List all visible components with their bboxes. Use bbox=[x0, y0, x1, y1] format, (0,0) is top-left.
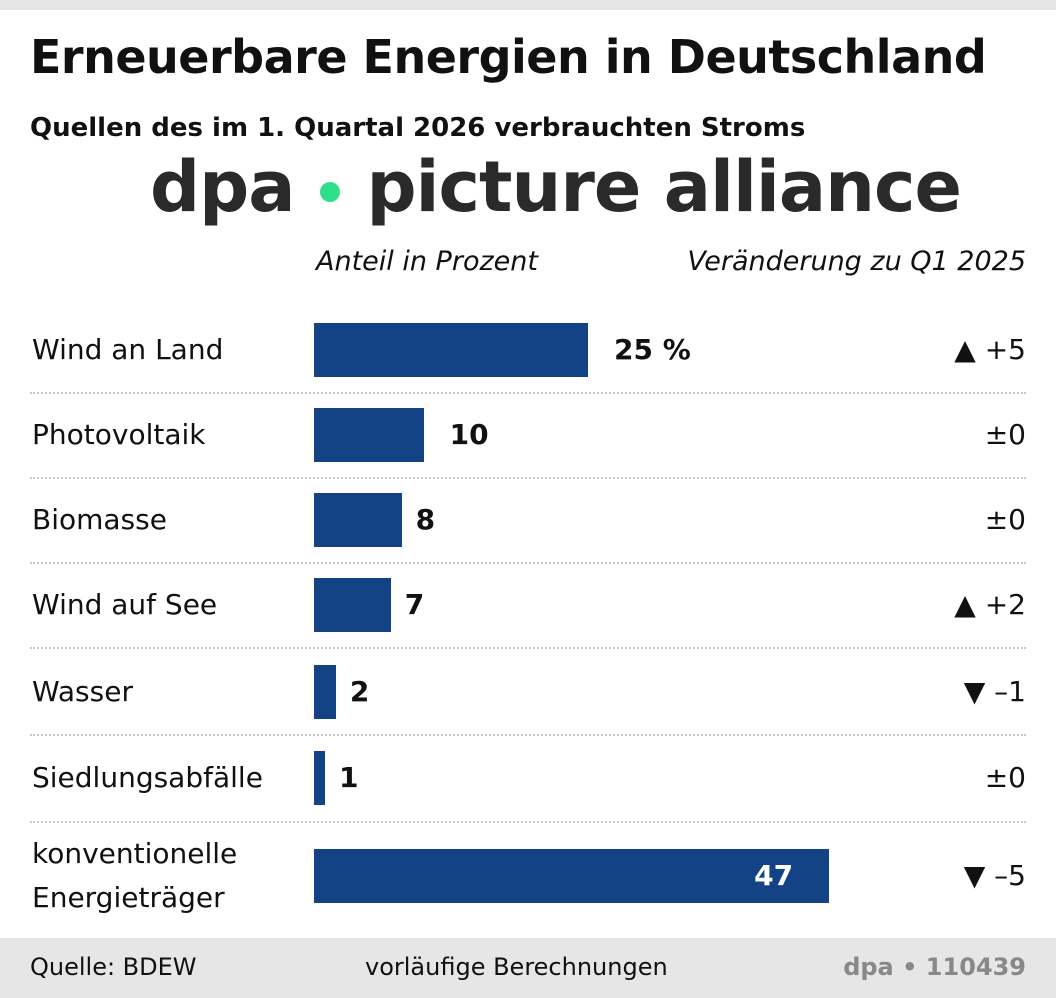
watermark: dpa picture alliance bbox=[150, 152, 962, 222]
row-separator bbox=[30, 562, 1026, 564]
category-label: Photovoltaik bbox=[32, 418, 206, 451]
bar bbox=[314, 408, 424, 462]
change-label: ±0 bbox=[984, 761, 1026, 794]
value-label: 10 bbox=[449, 418, 489, 451]
change-label: ▲ +2 bbox=[954, 588, 1026, 621]
value-label: 47 bbox=[754, 859, 794, 892]
bar bbox=[314, 493, 402, 547]
value-column-header: Anteil in Prozent bbox=[316, 246, 538, 277]
category-label: Wind an Land bbox=[32, 333, 224, 366]
change-label: ▼ –1 bbox=[963, 675, 1026, 708]
chart-title: Erneuerbare Energien in Deutschland bbox=[30, 30, 987, 84]
footer: Quelle: BDEW vorläufige Berechnungen dpa… bbox=[0, 938, 1056, 998]
bar-row: Wind auf See 7 ▲ +2 bbox=[0, 562, 1056, 648]
category-label: Siedlungsabfälle bbox=[32, 761, 263, 794]
chart-subtitle: Quellen des im 1. Quartal 2026 verbrauch… bbox=[30, 113, 806, 143]
value-label: 25 % bbox=[614, 333, 691, 366]
row-separator bbox=[30, 392, 1026, 394]
row-separator bbox=[30, 734, 1026, 736]
change-label: ▼ –5 bbox=[963, 859, 1026, 892]
bar-row: Siedlungsabfälle 1 ±0 bbox=[0, 735, 1056, 821]
change-label: ±0 bbox=[984, 503, 1026, 536]
watermark-dot-icon bbox=[320, 181, 341, 202]
change-column-header: Veränderung zu Q1 2025 bbox=[687, 246, 1026, 277]
bar-row: Photovoltaik 10 ±0 bbox=[0, 392, 1056, 478]
change-label: ▲ +5 bbox=[954, 333, 1026, 366]
category-label: Wasser bbox=[32, 675, 133, 708]
category-label: Wind auf See bbox=[32, 588, 218, 621]
bar-row: konventionelle Energieträger 47 ▼ –5 bbox=[0, 833, 1056, 919]
row-separator bbox=[30, 647, 1026, 649]
bar-row: Wind an Land 25 % ▲ +5 bbox=[0, 307, 1056, 393]
category-label: konventionelle Energieträger bbox=[32, 837, 238, 914]
watermark-left: dpa bbox=[150, 146, 295, 228]
value-label: 1 bbox=[338, 761, 359, 794]
value-label: 8 bbox=[415, 503, 436, 536]
bar-row: Wasser 2 ▼ –1 bbox=[0, 649, 1056, 735]
category-label: Biomasse bbox=[32, 503, 167, 536]
source: Quelle: BDEW bbox=[30, 953, 197, 981]
footer-note: vorläufige Berechnungen bbox=[365, 953, 668, 981]
bar bbox=[314, 849, 830, 903]
bar bbox=[314, 665, 336, 719]
row-separator bbox=[30, 821, 1026, 823]
bar bbox=[314, 323, 588, 377]
bar-row: Biomasse 8 ±0 bbox=[0, 477, 1056, 563]
top-band bbox=[0, 0, 1056, 10]
value-label: 2 bbox=[349, 675, 370, 708]
change-label: ±0 bbox=[984, 418, 1026, 451]
watermark-right: picture alliance bbox=[366, 146, 962, 228]
row-separator bbox=[30, 477, 1026, 479]
bar bbox=[314, 751, 325, 805]
bar bbox=[314, 578, 391, 632]
credit: dpa • 110439 bbox=[843, 953, 1026, 981]
value-label: 7 bbox=[404, 588, 425, 621]
